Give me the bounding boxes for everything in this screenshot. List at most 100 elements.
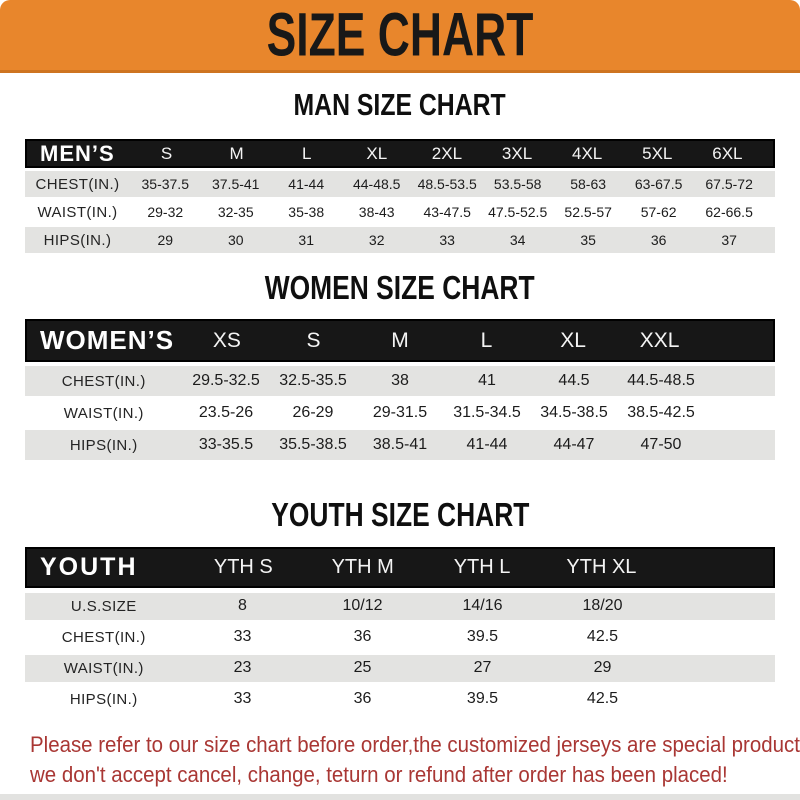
cell-value: 23 — [233, 659, 252, 677]
women-table-header: WOMEN’S XS S M L XL XXL — [25, 319, 775, 363]
cell-value: 38 — [391, 372, 409, 390]
youth-col-s: YTH S — [213, 555, 273, 578]
cell-value: 10/12 — [342, 597, 383, 615]
men-col-3xl: 3XL — [501, 144, 533, 164]
women-size-table: WOMEN’S XS S M L XL XXL CHEST(IN.) 29.5-… — [25, 319, 775, 461]
youth-ussize-row: U.S.SIZE 8 10/12 14/16 18/20 — [25, 592, 775, 620]
cell-value: 35.5-38.5 — [279, 436, 347, 454]
men-waist-row: WAIST(IN.) 29-32 32-35 35-38 38-43 43-47… — [25, 199, 775, 226]
disclaimer-line-2: we don't accept cancel, change, teturn o… — [30, 761, 728, 787]
cell-value: 38-43 — [358, 204, 395, 221]
cell-value: 25 — [353, 659, 372, 677]
men-col-6xl: 6XL — [712, 144, 743, 164]
men-table-header: MEN’S S M L XL 2XL 3XL 4XL 5XL 6XL — [25, 139, 775, 169]
cell-value: 47.5-52.5 — [488, 204, 548, 221]
disclaimer-line-1: Please refer to our size chart before or… — [30, 731, 800, 757]
women-col-l: L — [480, 328, 493, 352]
cell-value: 63-67.5 — [634, 176, 683, 193]
women-section-heading: WOMEN SIZE CHART — [0, 269, 800, 307]
cell-value: 33 — [233, 690, 252, 708]
cell-value: 44-48.5 — [352, 176, 401, 193]
cell-value: 39.5 — [466, 690, 499, 708]
row-label: WAIST(IN.) — [63, 659, 144, 677]
cell-value: 41-44 — [466, 436, 508, 454]
cell-value: 36 — [650, 232, 667, 249]
cell-value: 32 — [368, 232, 385, 249]
youth-heading-text: YOUTH SIZE CHART — [270, 496, 530, 534]
cell-value: 36 — [353, 628, 372, 646]
youth-section-heading: YOUTH SIZE CHART — [0, 496, 800, 534]
cell-value: 42.5 — [586, 690, 619, 708]
row-label: CHEST(IN.) — [61, 372, 146, 390]
men-section-heading: MAN SIZE CHART — [0, 87, 800, 122]
cell-value: 48.5-53.5 — [417, 176, 477, 193]
cell-value: 32-35 — [217, 204, 254, 221]
men-col-l: L — [301, 144, 312, 164]
cell-value: 29 — [593, 659, 612, 677]
cell-value: 27 — [473, 659, 492, 677]
cell-value: 29-32 — [147, 204, 184, 221]
cell-value: 58-63 — [570, 176, 607, 193]
men-col-4xl: 4XL — [572, 144, 603, 164]
cell-value: 53.5-58 — [493, 176, 542, 193]
cell-value: 67.5-72 — [705, 176, 753, 193]
men-hips-row: HIPS(IN.) 29 30 31 32 33 34 35 36 37 — [25, 227, 775, 254]
men-group-label: MEN’S — [40, 141, 115, 167]
youth-size-table: YOUTH YTH S YTH M YTH L YTH XL U.S.SIZE … — [25, 546, 775, 713]
women-col-s: S — [306, 328, 321, 352]
row-label: WAIST(IN.) — [37, 203, 118, 221]
cell-value: 44.5-48.5 — [627, 372, 695, 390]
cell-value: 33 — [233, 628, 252, 646]
row-label: HIPS(IN.) — [43, 231, 112, 249]
cell-value: 29-31.5 — [372, 404, 428, 422]
row-label: U.S.SIZE — [70, 597, 137, 615]
cell-value: 35-37.5 — [141, 176, 189, 193]
cell-value: 34.5-38.5 — [540, 404, 608, 422]
men-col-5xl: 5XL — [642, 144, 673, 164]
cell-value: 33 — [439, 232, 455, 249]
row-label: WAIST(IN.) — [63, 404, 144, 422]
cell-value: 23.5-26 — [198, 404, 254, 422]
disclaimer-note: Please refer to our size chart before or… — [30, 730, 800, 790]
cell-value: 29.5-32.5 — [192, 372, 260, 390]
cell-value: 44.5 — [558, 372, 590, 390]
cell-value: 31 — [298, 232, 314, 249]
cell-value: 8 — [238, 597, 247, 615]
youth-hips-row: HIPS(IN.) 33 36 39.5 42.5 — [25, 685, 775, 713]
men-size-table: MEN’S S M L XL 2XL 3XL 4XL 5XL 6XL CHEST… — [25, 139, 775, 254]
women-hips-row: HIPS(IN.) 33-35.5 35.5-38.5 38.5-41 41-4… — [25, 430, 775, 461]
cell-value: 14/16 — [462, 597, 503, 615]
banner-title: SIZE CHART — [266, 0, 534, 70]
youth-group-label: YOUTH — [40, 552, 138, 581]
row-label: HIPS(IN.) — [69, 436, 138, 454]
cell-value: 41 — [478, 372, 496, 390]
youth-waist-row: WAIST(IN.) 23 25 27 29 — [25, 654, 775, 682]
bottom-edge-strip — [0, 794, 800, 800]
youth-col-xl: YTH XL — [566, 555, 637, 578]
cell-value: 62-66.5 — [705, 204, 753, 221]
cell-value: 31.5-34.5 — [453, 404, 521, 422]
women-heading-text: WOMEN SIZE CHART — [265, 269, 535, 307]
men-col-2xl: 2XL — [431, 144, 463, 164]
men-chest-row: CHEST(IN.) 35-37.5 37.5-41 41-44 44-48.5… — [25, 171, 775, 198]
row-label: CHEST(IN.) — [61, 628, 146, 646]
men-heading-text: MAN SIZE CHART — [293, 87, 507, 122]
cell-value: 29 — [157, 232, 174, 249]
size-chart-banner: SIZE CHART — [0, 0, 800, 73]
women-chest-row: CHEST(IN.) 29.5-32.5 32.5-35.5 38 41 44.… — [25, 366, 775, 397]
cell-value: 44-47 — [553, 436, 595, 454]
cell-value: 57-62 — [640, 204, 677, 221]
cell-value: 26-29 — [292, 404, 334, 422]
cell-value: 30 — [227, 232, 244, 249]
women-col-m: M — [391, 328, 409, 352]
women-col-xs: XS — [212, 328, 241, 352]
women-col-xxl: XXL — [639, 328, 680, 352]
cell-value: 39.5 — [466, 628, 499, 646]
women-group-label: WOMEN’S — [40, 325, 175, 356]
cell-value: 32.5-35.5 — [279, 372, 347, 390]
women-col-xl: XL — [560, 328, 586, 352]
women-waist-row: WAIST(IN.) 23.5-26 26-29 29-31.5 31.5-34… — [25, 398, 775, 429]
youth-col-m: YTH M — [331, 555, 394, 578]
men-col-m: M — [229, 144, 244, 164]
cell-value: 47-50 — [640, 436, 682, 454]
